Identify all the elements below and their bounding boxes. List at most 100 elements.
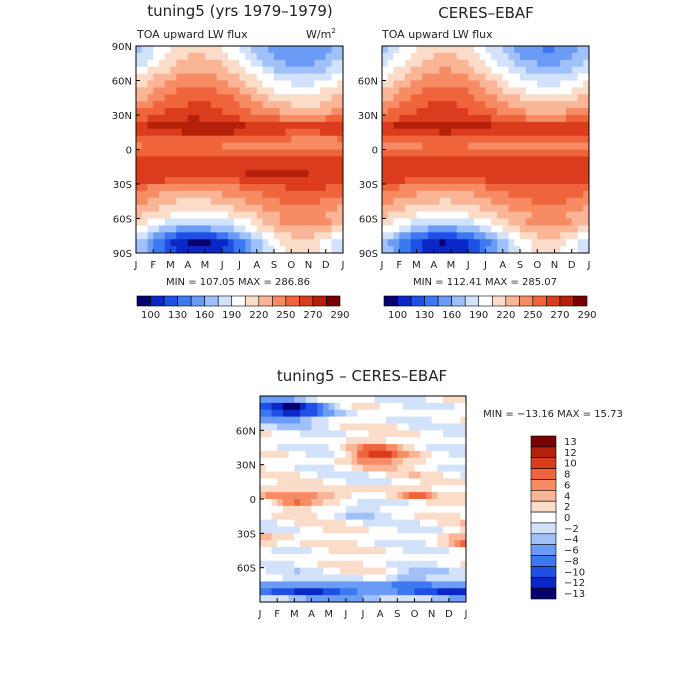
heatmap-cell xyxy=(239,66,246,74)
heatmap-cell xyxy=(502,66,509,74)
heatmap-cell xyxy=(182,73,189,81)
heatmap-cell xyxy=(437,409,444,417)
heatmap-cell xyxy=(260,478,267,486)
heatmap-cell xyxy=(228,225,235,233)
heatmap-cell xyxy=(460,581,467,589)
heatmap-cell xyxy=(451,59,458,68)
heatmap-cell xyxy=(583,225,590,233)
heatmap-cell xyxy=(560,59,567,68)
heatmap-cell xyxy=(431,533,438,541)
heatmap-cell xyxy=(334,574,341,582)
heatmap-cell xyxy=(405,211,412,219)
heatmap-cell xyxy=(282,547,290,555)
heatmap-cell xyxy=(385,409,393,417)
heatmap-cell xyxy=(320,184,327,192)
heatmap-cell xyxy=(437,519,444,527)
heatmap-cell xyxy=(256,121,263,130)
heatmap-cell xyxy=(479,128,486,137)
heatmap-cell xyxy=(520,135,527,143)
heatmap-cell xyxy=(331,246,338,254)
heatmap-cell xyxy=(399,121,406,130)
heatmap-cell xyxy=(193,225,200,233)
heatmap-cell xyxy=(531,204,538,212)
heatmap-cell xyxy=(311,450,318,459)
heatmap-cell xyxy=(420,588,427,596)
heatmap-cell xyxy=(322,595,330,603)
heatmap-cell xyxy=(525,163,532,171)
heatmap-cell xyxy=(410,87,417,95)
heatmap-cell xyxy=(393,135,400,143)
y-tick-label: 90S xyxy=(359,249,378,260)
heatmap-cell xyxy=(380,464,387,472)
heatmap-cell xyxy=(474,121,481,130)
heatmap-cell xyxy=(422,239,429,247)
heatmap-cell xyxy=(431,526,438,534)
heatmap-cell xyxy=(337,225,344,233)
heatmap-cell xyxy=(164,52,171,61)
x-tick-label: J xyxy=(220,260,224,271)
heatmap-cell xyxy=(560,94,567,102)
heatmap-cell xyxy=(393,115,400,123)
heatmap-cell xyxy=(294,581,301,589)
heatmap-cell xyxy=(351,595,358,603)
heatmap-cell xyxy=(314,239,321,247)
heatmap-cell xyxy=(385,396,393,404)
heatmap-cell xyxy=(320,108,327,116)
heatmap-cell xyxy=(331,142,338,150)
heatmap-cell xyxy=(554,190,561,199)
colorbar-swatch xyxy=(530,566,557,578)
heatmap-cell xyxy=(182,46,189,54)
heatmap-cell xyxy=(448,574,455,582)
heatmap-cell xyxy=(468,232,475,240)
heatmap-cell xyxy=(317,437,324,445)
heatmap-cell xyxy=(294,450,301,459)
heatmap-cell xyxy=(425,471,433,479)
heatmap-cell xyxy=(345,588,352,596)
heatmap-cell xyxy=(548,108,555,116)
heatmap-cell xyxy=(380,540,387,548)
heatmap-cell xyxy=(334,437,341,445)
heatmap-cell xyxy=(431,457,438,466)
heatmap-cell xyxy=(514,190,521,199)
heatmap-cell xyxy=(374,478,381,486)
heatmap-cell xyxy=(305,560,312,569)
heatmap-cell xyxy=(531,128,538,137)
heatmap-cell xyxy=(245,52,252,61)
heatmap-cell xyxy=(300,430,307,438)
heatmap-cell xyxy=(228,142,235,150)
heatmap-cell xyxy=(391,540,398,548)
heatmap-cell xyxy=(325,66,332,74)
heatmap-cell xyxy=(245,225,252,233)
heatmap-cell xyxy=(414,540,421,548)
heatmap-cell xyxy=(325,149,332,157)
heatmap-cell xyxy=(571,163,578,171)
heatmap-cell xyxy=(408,581,415,589)
heatmap-cell xyxy=(159,246,166,254)
heatmap-cell xyxy=(548,101,555,109)
heatmap-cell xyxy=(199,197,206,206)
heatmap-cell xyxy=(385,588,393,596)
heatmap-cell xyxy=(210,46,217,54)
heatmap-cell xyxy=(403,588,410,596)
heatmap-cell xyxy=(222,94,229,102)
heatmap-cell xyxy=(256,163,263,171)
heatmap-cell xyxy=(433,135,440,143)
heatmap-cell xyxy=(331,218,338,226)
heatmap-cell xyxy=(279,135,286,143)
heatmap-cell xyxy=(554,73,561,81)
heatmap-cell xyxy=(554,211,561,219)
heatmap-cell xyxy=(508,66,515,74)
heatmap-cell xyxy=(382,121,389,130)
heatmap-cell xyxy=(443,423,450,431)
heatmap-cell xyxy=(193,190,200,199)
heatmap-cell xyxy=(560,128,567,137)
heatmap-cell xyxy=(136,149,143,157)
heatmap-cell xyxy=(462,121,469,130)
heatmap-cell xyxy=(460,505,467,514)
heatmap-cell xyxy=(199,204,206,212)
heatmap-cell xyxy=(300,437,307,445)
heatmap-cell xyxy=(583,115,590,123)
heatmap-cell xyxy=(159,211,166,219)
heatmap-cell xyxy=(403,416,410,424)
